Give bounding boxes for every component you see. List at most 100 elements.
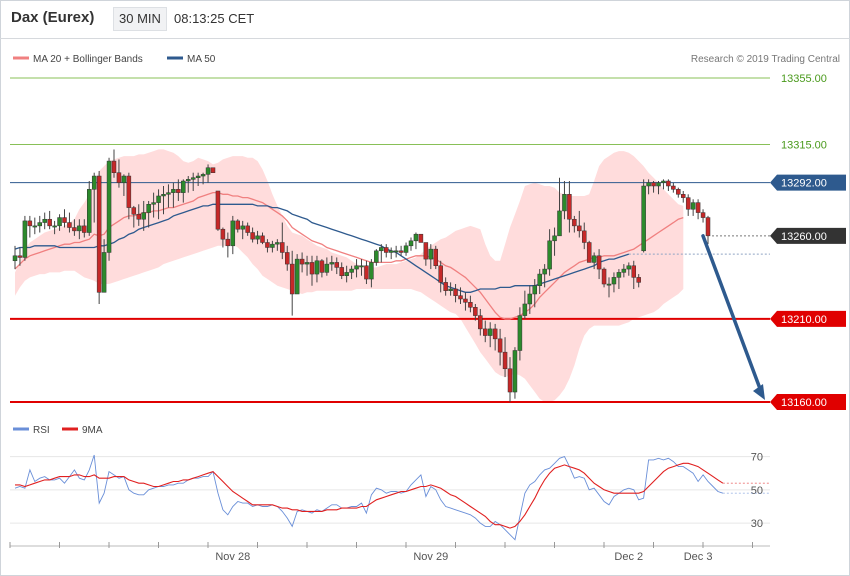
candle	[478, 308, 483, 336]
candle	[582, 222, 587, 250]
candle	[621, 264, 627, 278]
candle	[314, 255, 320, 283]
candle-body	[200, 174, 206, 177]
candle	[507, 357, 513, 402]
candle-body	[641, 185, 646, 252]
level-tag-13315: 13315.00	[781, 139, 827, 151]
candle	[319, 259, 325, 278]
candle-body	[661, 180, 666, 183]
candle-body	[487, 328, 493, 336]
candle	[294, 254, 300, 295]
candle-body	[245, 225, 250, 233]
ma50-line	[14, 203, 630, 293]
candle	[705, 215, 711, 245]
candle-body	[240, 225, 245, 230]
candle	[101, 239, 107, 293]
level-tag-background	[770, 310, 846, 327]
candle	[166, 184, 171, 208]
candle-body	[700, 212, 706, 218]
candle-body	[497, 338, 503, 353]
candle-body	[181, 180, 186, 193]
candle-body	[522, 303, 528, 316]
level-tag-13160: 13160.00	[770, 394, 846, 410]
level-tag-background	[770, 174, 846, 191]
candle-body	[626, 265, 632, 270]
candle-body	[423, 242, 429, 260]
candle	[552, 227, 557, 256]
candle-body	[408, 240, 414, 247]
candle-body	[596, 255, 602, 270]
candle-body	[527, 293, 533, 305]
level-tag-label: 13160.00	[781, 397, 827, 409]
ma20-legend-label: MA 20 + Bollinger Bands	[33, 54, 143, 65]
candle-body	[270, 243, 275, 248]
candle	[562, 181, 567, 220]
candle-body	[388, 250, 394, 253]
forecast-arrow-shaft	[701, 234, 764, 396]
candle	[458, 287, 463, 304]
candle-body	[22, 220, 28, 258]
candle-body	[666, 180, 671, 187]
candle	[67, 212, 72, 233]
candle	[636, 274, 641, 288]
candle	[388, 247, 394, 260]
candle	[245, 222, 250, 236]
level-tag-label: 13315.00	[781, 139, 827, 151]
candle	[463, 292, 468, 311]
candle-body	[42, 218, 47, 223]
level-tag-label: 13292.00	[781, 178, 827, 190]
ma50-legend-label: MA 50	[187, 54, 216, 65]
candle-body	[294, 258, 300, 295]
candle-body	[512, 350, 518, 393]
candle	[364, 260, 369, 285]
candle-body	[413, 233, 419, 242]
candle	[666, 179, 671, 191]
level-tag-13210: 13210.00	[770, 310, 846, 327]
candle-body	[190, 177, 196, 180]
candle-body	[646, 182, 651, 187]
candle	[240, 220, 245, 240]
candle	[299, 252, 305, 273]
candle-body	[32, 225, 38, 228]
candle-body	[547, 240, 552, 270]
candle-body	[136, 213, 141, 220]
candle-body	[681, 194, 686, 198]
candle	[47, 210, 52, 230]
candle	[601, 267, 607, 288]
candle-body	[116, 172, 122, 183]
candle	[502, 337, 508, 378]
candle-body	[458, 295, 463, 300]
candle	[557, 177, 562, 237]
candle	[626, 262, 632, 276]
candle	[32, 217, 38, 235]
candle	[393, 245, 399, 258]
level-tag-background	[770, 394, 846, 410]
candle-body	[62, 217, 67, 223]
candle-body	[77, 225, 82, 232]
candle-body	[468, 302, 473, 308]
candle	[403, 242, 409, 256]
candle	[17, 247, 23, 266]
candle	[542, 264, 547, 288]
candle-body	[448, 288, 453, 291]
candle	[656, 181, 661, 195]
candle	[408, 237, 414, 251]
candle-body	[428, 248, 434, 260]
candle	[354, 259, 359, 278]
rsi-legend: RSI 9MA	[13, 425, 103, 436]
candle	[527, 285, 533, 314]
candle-body	[433, 248, 438, 267]
candle	[225, 232, 231, 258]
candle-body	[582, 230, 587, 243]
candle	[12, 245, 18, 270]
candle	[215, 190, 221, 231]
candle	[369, 259, 374, 288]
candle-body	[156, 195, 161, 203]
candle-body	[349, 268, 354, 273]
level-tags: 13355.00 13315.00 13292.00 13260.00 13210.00…	[770, 73, 846, 410]
candle	[567, 181, 572, 233]
candle	[136, 204, 141, 226]
candle-body	[463, 298, 468, 303]
candle-body	[651, 182, 656, 187]
interval-selector[interactable]: 30 MIN	[113, 7, 167, 31]
